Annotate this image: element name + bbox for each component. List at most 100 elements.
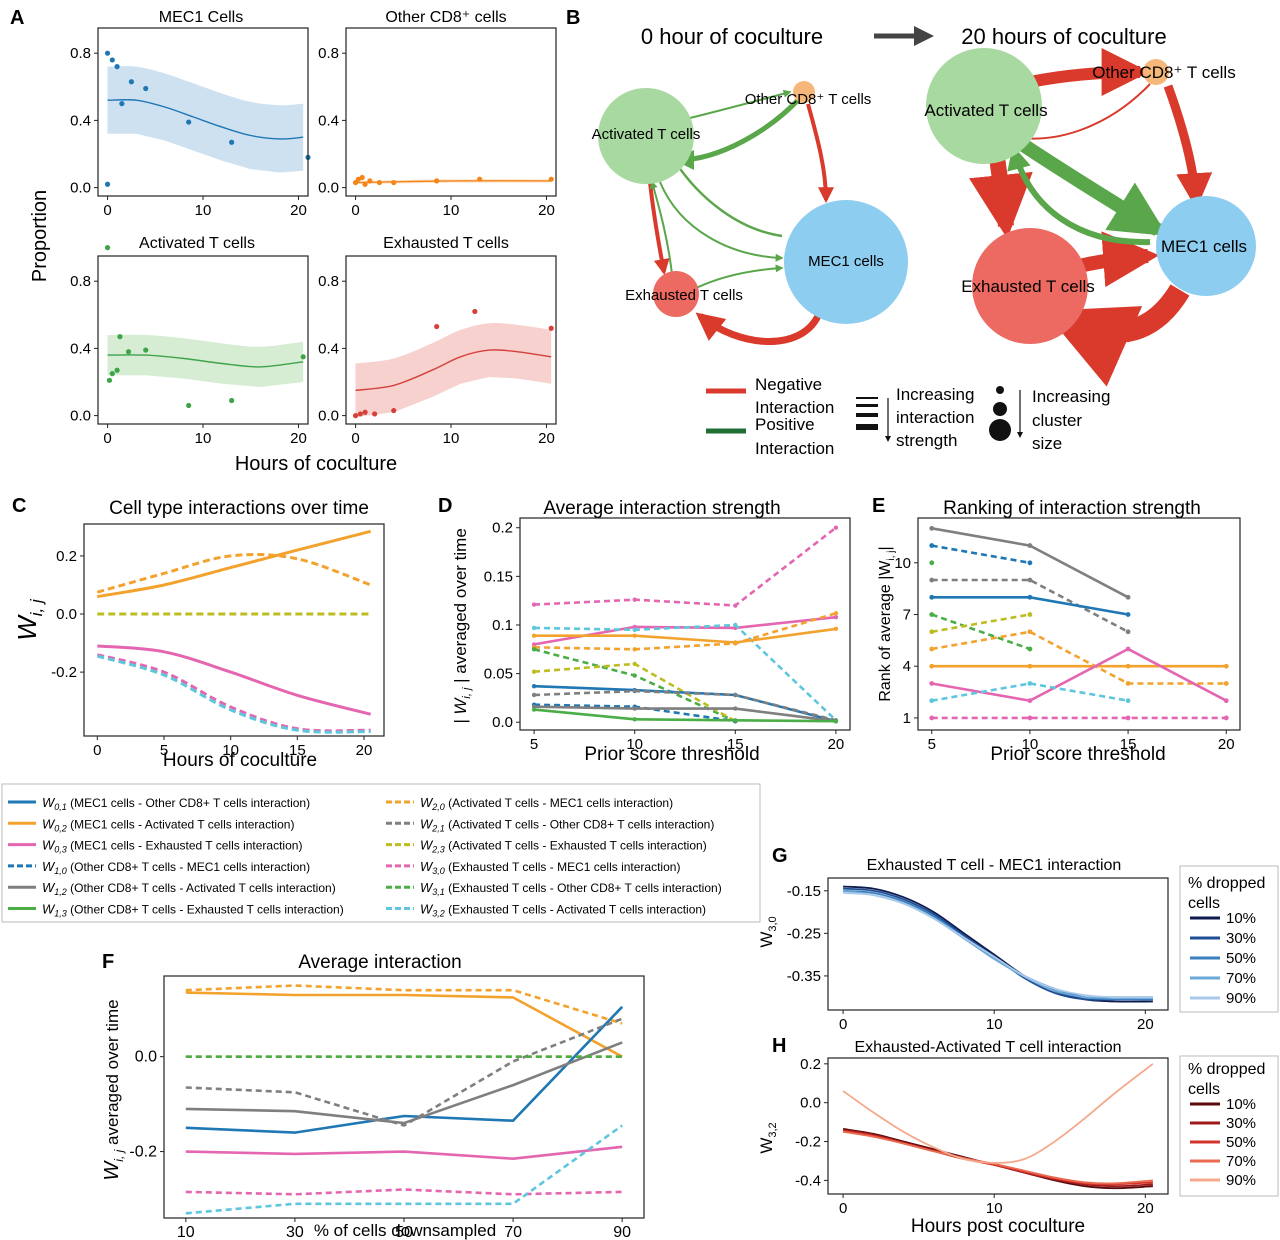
panel-g: Exhausted T cell - MEC1 interaction W3,0… xyxy=(757,857,1279,1013)
fit-line-A1 xyxy=(107,99,304,140)
legend-entry-label: W1,2 (Other CD8+ T cells - Activated T c… xyxy=(42,880,336,897)
legend-entry-subscript: 1,3 xyxy=(54,909,67,919)
panel-g-title: Exhausted T cell - MEC1 interaction xyxy=(867,857,1122,874)
series-point-D-W2,0 xyxy=(632,647,637,652)
x-tick-label-C: 0 xyxy=(93,742,101,759)
series-line-E-W2,3 xyxy=(931,613,1031,634)
series-line-H-30% xyxy=(842,1129,1153,1188)
panel-h-ylabel-w: W xyxy=(757,1138,776,1154)
panel-a: Proportion Hours of coculture MEC1 Cells… xyxy=(29,9,509,475)
series-point-E-W3,0 xyxy=(1223,715,1229,721)
panel-e-ylabel-1: Rank of average |W xyxy=(877,560,894,702)
plot-frame-A2 xyxy=(345,27,557,197)
series-point-E-W1,3 xyxy=(929,560,935,566)
series-line-H-50% xyxy=(842,1130,1153,1186)
panel-c-xlabel: Hours of coculture xyxy=(163,750,317,771)
data-point-A3 xyxy=(106,377,113,383)
plot-frame-F xyxy=(163,975,645,1219)
y-tick-label-A3: 0.8 xyxy=(70,273,91,290)
panel-e-xlabel: Prior score threshold xyxy=(990,744,1165,765)
series-point-D-W2,0 xyxy=(733,641,738,646)
legend-entry-text: (MEC1 cells - Other CD8+ T cells interac… xyxy=(67,796,310,810)
data-point-A2 xyxy=(367,178,373,184)
y-tick-label-A4: 0.4 xyxy=(318,340,339,357)
series-point-D-W0,1 xyxy=(531,684,537,689)
legend-strength-1: Increasing xyxy=(896,385,974,404)
series-line-F-W3,0 xyxy=(185,1188,623,1196)
data-point-A3 xyxy=(186,402,192,409)
series-point-E-W0,2 xyxy=(929,663,935,669)
series-point-D-W2,1 xyxy=(733,692,738,698)
series-point-E-W0,1 xyxy=(1027,594,1033,600)
series-line-F-W2,1 xyxy=(185,1017,623,1127)
legend-entry-label: W1,3 (Other CD8+ T cells - Exhausted T c… xyxy=(42,902,344,919)
legend-positive-2: Interaction xyxy=(755,439,834,458)
legend-label-H: 90% xyxy=(1226,1172,1256,1189)
legend-entry-symbol: W xyxy=(420,859,434,874)
series-point-D-W1,2 xyxy=(632,706,637,711)
legend-entry-label: W3,1 (Exhausted T cells - Other CD8+ T c… xyxy=(420,880,722,897)
fit-line-A3 xyxy=(107,354,304,368)
panel-d-xlabel: Prior score threshold xyxy=(584,744,759,765)
y-tick-label-A3: 0.4 xyxy=(70,340,91,357)
legend-entry-subscript: 1,2 xyxy=(54,887,67,897)
legend-entry-symbol: W xyxy=(42,816,56,831)
panel-a2-title: Other CD8⁺ cells xyxy=(385,9,506,26)
x-tick-label-H: 0 xyxy=(839,1200,847,1217)
series-line-D-W3,0 xyxy=(534,526,837,607)
series-point-E-W0,3 xyxy=(929,681,935,686)
data-point-A1 xyxy=(114,64,120,70)
panel-c-ylabel-sub: i, j xyxy=(27,598,46,616)
series-point-E-W0,2 xyxy=(1125,663,1131,669)
series-point-E-W3,2 xyxy=(1027,681,1033,686)
panel-d: Average interaction strength Prior score… xyxy=(451,498,781,765)
series-point-E-W3,2 xyxy=(929,698,935,704)
legend-strength-bars-icon xyxy=(856,397,891,442)
series-line-H-90% xyxy=(842,1063,1154,1164)
x-tick-label-C: 20 xyxy=(356,742,373,759)
series-point-E-W0,2 xyxy=(1223,663,1229,669)
legend-label-H: 70% xyxy=(1226,1153,1256,1170)
legend-entry-symbol: W xyxy=(420,838,434,853)
node-right-exhausted xyxy=(972,228,1088,344)
panel-letter-g: G xyxy=(772,845,788,867)
series-point-E-W3,1 xyxy=(1027,646,1033,652)
x-tick-label-F: 70 xyxy=(504,1224,522,1240)
data-point-A2 xyxy=(362,181,368,187)
legend-entry-text: (Activated T cells - MEC1 cells interact… xyxy=(445,796,673,810)
legend-entry-subscript: 2,3 xyxy=(431,845,445,855)
panel-b-network: 0 hour of coculture 20 hours of cocultur… xyxy=(592,24,1256,458)
panel-g-legend-title-1: % dropped xyxy=(1188,875,1265,892)
series-line-E-W3,1 xyxy=(931,613,1031,651)
confidence-band-A1 xyxy=(107,66,304,173)
data-point-A4 xyxy=(548,325,554,331)
series-point-D-W3,1 xyxy=(531,647,537,652)
series-point-D-W0,3 xyxy=(833,614,839,620)
series-point-D-W0,2 xyxy=(632,633,637,638)
plot-frame-D xyxy=(519,517,851,731)
x-tick-label-A4: 10 xyxy=(443,430,460,447)
series-point-E-W2,1 xyxy=(1125,629,1131,635)
x-tick-label-A1: 20 xyxy=(290,202,307,219)
panel-d-ylabel-sub: i, j xyxy=(461,687,473,699)
edge-left-other-to-mec1 xyxy=(806,103,834,204)
legend-entry-text: (MEC1 cells - Activated T cells interact… xyxy=(67,817,295,831)
data-point-A2 xyxy=(376,179,383,186)
legend-label-H: 30% xyxy=(1226,1115,1256,1132)
data-point-A3 xyxy=(109,371,115,377)
x-tick-label-F: 30 xyxy=(286,1224,304,1240)
series-line-D-W2,0 xyxy=(534,612,837,651)
data-point-A3 xyxy=(125,349,132,355)
y-tick-label-A1: 0.8 xyxy=(70,45,91,62)
legend-entry-symbol: W xyxy=(420,902,434,917)
series-line-E-W3,2 xyxy=(931,682,1129,702)
panel-c-ylabel: Wi, j xyxy=(12,598,46,641)
series-point-E-W0,3 xyxy=(1027,698,1033,704)
y-tick-label-A2: 0.0 xyxy=(318,180,339,197)
series-point-D-W1,3 xyxy=(632,717,637,722)
panel-f-ylabel-2: averaged over time xyxy=(103,999,122,1149)
node-left-mec1 xyxy=(784,200,908,324)
series-point-E-W2,3 xyxy=(1027,612,1033,617)
legend-entry-text: (Activated T cells - Exhausted T cells i… xyxy=(445,839,707,853)
series-point-D-W3,2 xyxy=(632,627,637,633)
